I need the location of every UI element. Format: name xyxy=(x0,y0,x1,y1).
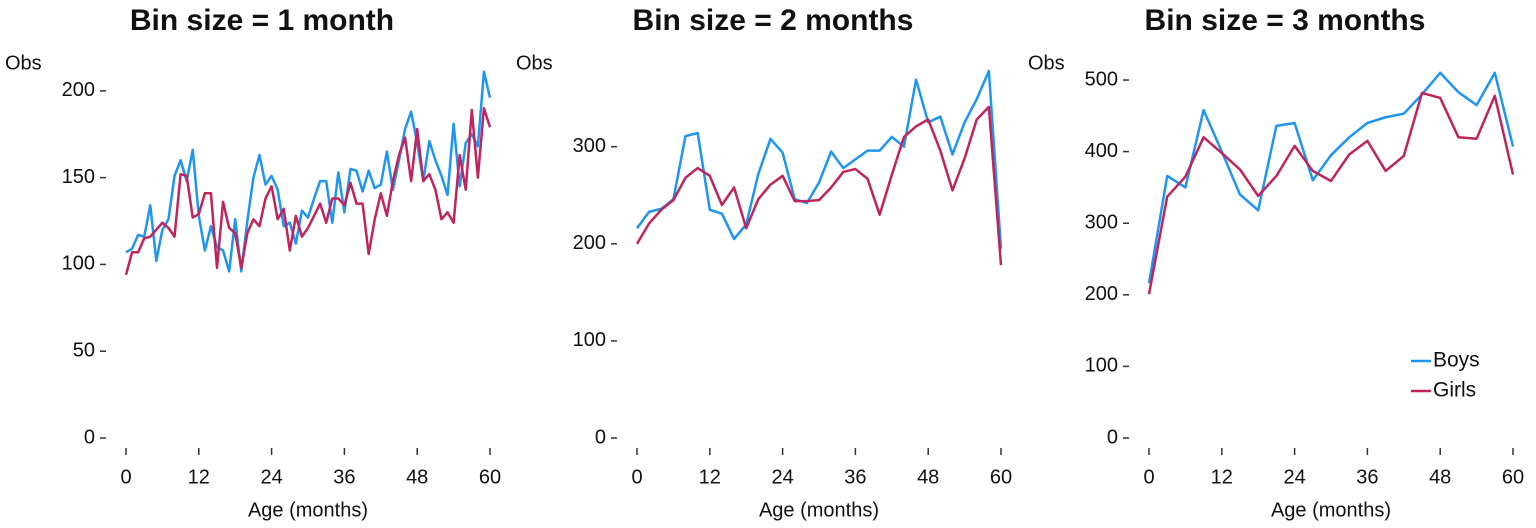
x-tick-label: 24 xyxy=(1283,466,1305,488)
y-axis-title: Obs xyxy=(5,52,42,74)
x-axis-title: Age (months) xyxy=(248,499,368,521)
series-line xyxy=(1147,71,1515,284)
y-tick-label: 100 xyxy=(573,329,606,351)
x-axis-title: Age (months) xyxy=(1271,499,1391,521)
series-line xyxy=(635,69,1003,249)
y-tick-label: 400 xyxy=(1085,140,1118,162)
y-axis-title: Obs xyxy=(516,52,553,74)
series-line xyxy=(124,106,492,276)
x-tick-label: 0 xyxy=(631,466,642,488)
y-tick-label: 100 xyxy=(62,253,95,275)
y-tick-label: 50 xyxy=(73,339,95,361)
series-line xyxy=(125,70,492,273)
x-tick-label: 36 xyxy=(333,466,355,488)
chart-title: Bin size = 1 month xyxy=(130,4,394,37)
y-tick-label: 100 xyxy=(1085,355,1118,377)
y-tick-label: 200 xyxy=(62,79,95,101)
x-tick-label: 12 xyxy=(188,466,210,488)
x-tick-label: 48 xyxy=(1429,466,1451,488)
y-tick-label: 300 xyxy=(573,135,606,157)
series-line xyxy=(635,105,1003,266)
x-tick-label: 24 xyxy=(771,466,793,488)
x-tick-label: 60 xyxy=(990,466,1012,488)
y-axis-title: Obs xyxy=(1028,52,1065,74)
x-tick-label: 60 xyxy=(479,466,501,488)
legend-label: Boys xyxy=(1433,349,1480,372)
x-tick-label: 48 xyxy=(917,466,939,488)
y-tick-label: 200 xyxy=(573,232,606,254)
y-tick-label: 300 xyxy=(1085,211,1118,233)
x-tick-label: 12 xyxy=(699,466,721,488)
series-line xyxy=(1147,91,1515,295)
x-tick-label: 12 xyxy=(1211,466,1233,488)
x-tick-label: 0 xyxy=(1143,466,1154,488)
y-tick-label: 500 xyxy=(1085,68,1118,90)
x-tick-label: 36 xyxy=(1356,466,1378,488)
y-tick-label: 150 xyxy=(62,166,95,188)
chart-title: Bin size = 3 months xyxy=(1145,4,1426,37)
y-tick-label: 200 xyxy=(1085,283,1118,305)
x-axis-title: Age (months) xyxy=(759,499,879,521)
x-tick-label: 0 xyxy=(120,466,131,488)
y-tick-label: 0 xyxy=(1107,426,1118,448)
x-tick-label: 48 xyxy=(406,466,428,488)
x-tick-label: 24 xyxy=(260,466,282,488)
y-tick-label: 0 xyxy=(595,426,606,448)
legend-label: Girls xyxy=(1433,379,1476,402)
x-tick-label: 60 xyxy=(1502,466,1524,488)
x-tick-label: 36 xyxy=(844,466,866,488)
y-tick-label: 0 xyxy=(84,426,95,448)
chart-title: Bin size = 2 months xyxy=(633,4,914,37)
